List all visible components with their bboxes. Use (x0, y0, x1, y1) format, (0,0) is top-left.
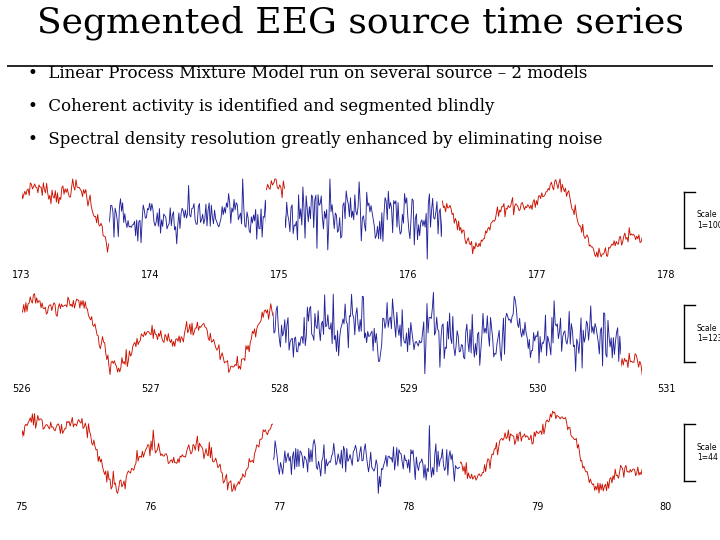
Text: 79: 79 (531, 502, 544, 512)
Text: 76: 76 (144, 502, 157, 512)
Text: 531: 531 (657, 383, 675, 394)
Text: Scale
1=100: Scale 1=100 (697, 211, 720, 229)
Text: 77: 77 (273, 502, 286, 512)
Text: 528: 528 (270, 383, 289, 394)
Text: 177: 177 (528, 270, 546, 280)
Text: 529: 529 (399, 383, 418, 394)
Text: Scale
1=44: Scale 1=44 (697, 443, 718, 462)
Text: Scale
1=123: Scale 1=123 (697, 324, 720, 343)
Text: 530: 530 (528, 383, 546, 394)
Text: •  Spectral density resolution greatly enhanced by eliminating noise: • Spectral density resolution greatly en… (28, 131, 603, 148)
Text: Segmented EEG source time series: Segmented EEG source time series (37, 5, 683, 40)
Text: 527: 527 (141, 383, 160, 394)
Text: 78: 78 (402, 502, 415, 512)
Text: 174: 174 (141, 270, 160, 280)
Text: 175: 175 (270, 270, 289, 280)
Text: 178: 178 (657, 270, 675, 280)
Text: 80: 80 (660, 502, 672, 512)
Text: •  Linear Process Mixture Model run on several source – 2 models: • Linear Process Mixture Model run on se… (28, 65, 588, 82)
Text: •  Coherent activity is identified and segmented blindly: • Coherent activity is identified and se… (28, 98, 495, 115)
Text: 176: 176 (399, 270, 418, 280)
Text: 526: 526 (12, 383, 31, 394)
Text: 75: 75 (15, 502, 28, 512)
Text: 173: 173 (12, 270, 31, 280)
